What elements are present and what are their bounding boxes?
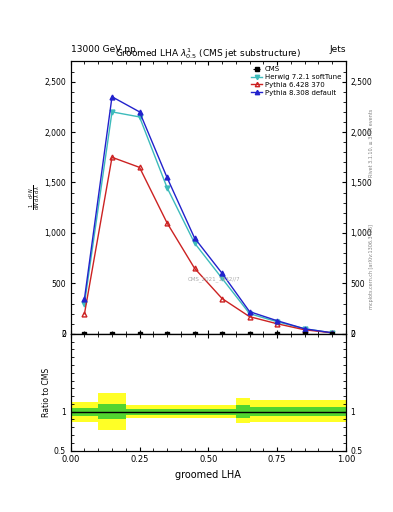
Herwig 7.2.1 softTune — [137, 114, 142, 120]
Herwig 7.2.1 softTune — [275, 318, 279, 325]
Pythia 6.428 370 — [110, 154, 114, 160]
Text: Rivet 3.1.10, ≥ 3.4M events: Rivet 3.1.10, ≥ 3.4M events — [369, 109, 374, 178]
Text: CMS_2021_1932//7: CMS_2021_1932//7 — [187, 276, 240, 282]
Herwig 7.2.1 softTune — [192, 240, 197, 246]
Pythia 8.308 default — [302, 326, 307, 332]
Pythia 8.308 default — [82, 295, 87, 302]
Line: Pythia 8.308 default: Pythia 8.308 default — [82, 94, 334, 335]
Title: Groomed LHA $\lambda^{1}_{0.5}$ (CMS jet substructure): Groomed LHA $\lambda^{1}_{0.5}$ (CMS jet… — [115, 47, 301, 61]
Pythia 8.308 default — [137, 109, 142, 115]
Y-axis label: $\frac{1}{\mathrm{d}N}\,\frac{\mathrm{d}^2 N}{\mathrm{d}\,\lambda\,\mathrm{d}\,\: $\frac{1}{\mathrm{d}N}\,\frac{\mathrm{d}… — [28, 185, 43, 210]
Pythia 6.428 370 — [302, 327, 307, 333]
Line: Herwig 7.2.1 softTune: Herwig 7.2.1 softTune — [82, 110, 334, 335]
Y-axis label: Ratio to CMS: Ratio to CMS — [42, 368, 51, 417]
Herwig 7.2.1 softTune — [82, 301, 87, 307]
Herwig 7.2.1 softTune — [302, 326, 307, 332]
Pythia 6.428 370 — [247, 314, 252, 320]
Line: Pythia 6.428 370: Pythia 6.428 370 — [82, 155, 334, 335]
Text: Jets: Jets — [329, 45, 346, 54]
Pythia 6.428 370 — [137, 164, 142, 170]
Pythia 6.428 370 — [220, 295, 224, 302]
Pythia 8.308 default — [330, 330, 334, 336]
Herwig 7.2.1 softTune — [330, 330, 334, 336]
Pythia 6.428 370 — [275, 321, 279, 327]
Pythia 8.308 default — [110, 94, 114, 100]
Pythia 8.308 default — [220, 270, 224, 276]
Pythia 8.308 default — [192, 235, 197, 241]
Herwig 7.2.1 softTune — [165, 184, 169, 190]
Text: mcplots.cern.ch [arXiv:1306.3436]: mcplots.cern.ch [arXiv:1306.3436] — [369, 224, 374, 309]
Legend: CMS, Herwig 7.2.1 softTune, Pythia 6.428 370, Pythia 8.308 default: CMS, Herwig 7.2.1 softTune, Pythia 6.428… — [250, 65, 342, 97]
X-axis label: groomed LHA: groomed LHA — [175, 470, 241, 480]
Pythia 6.428 370 — [330, 330, 334, 336]
Text: 13000 GeV pp: 13000 GeV pp — [71, 45, 136, 54]
Herwig 7.2.1 softTune — [247, 311, 252, 317]
Pythia 8.308 default — [275, 317, 279, 324]
Herwig 7.2.1 softTune — [110, 109, 114, 115]
Pythia 6.428 370 — [82, 311, 87, 317]
Herwig 7.2.1 softTune — [220, 275, 224, 282]
Pythia 8.308 default — [165, 175, 169, 181]
Pythia 6.428 370 — [192, 265, 197, 271]
Pythia 6.428 370 — [165, 220, 169, 226]
Pythia 8.308 default — [247, 309, 252, 315]
